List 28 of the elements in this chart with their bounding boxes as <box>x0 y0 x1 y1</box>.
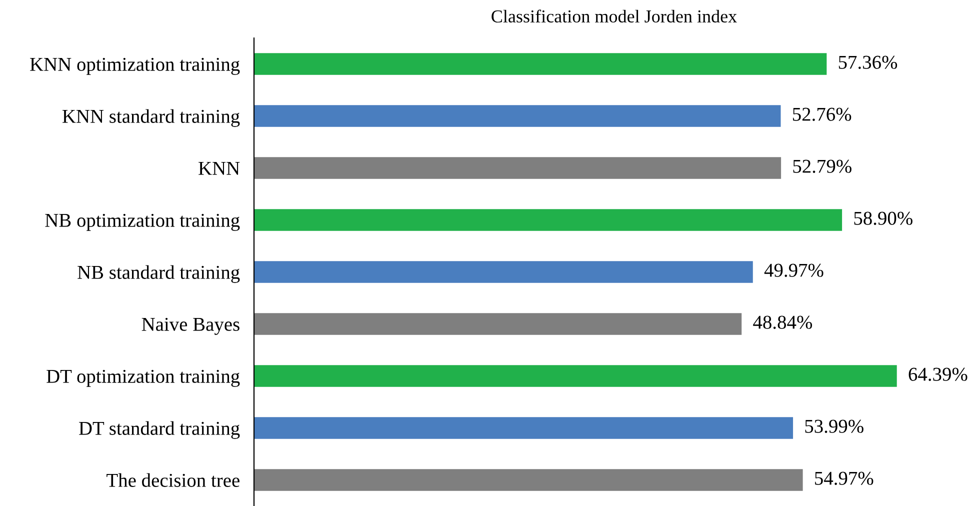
chart-title: Classification model Jorden index <box>492 10 737 23</box>
y-tick-label: DT standard training <box>79 421 240 439</box>
data-label: 48.84% <box>753 316 812 329</box>
y-tick-label: NB standard training <box>78 265 240 283</box>
bar <box>254 469 803 491</box>
bar <box>254 261 753 283</box>
data-label: 49.97% <box>764 264 824 277</box>
bar <box>254 365 897 387</box>
bar <box>254 105 781 127</box>
y-tick-label: KNN <box>198 162 240 175</box>
bar <box>254 417 794 439</box>
data-label: 58.90% <box>854 212 912 225</box>
bar <box>254 209 842 231</box>
data-label: 64.39% <box>908 368 968 381</box>
y-tick-label: Naive Bayes <box>142 318 240 335</box>
y-tick-label: NB optimization training <box>45 214 240 231</box>
data-label: 54.97% <box>815 472 874 485</box>
bar <box>254 53 827 75</box>
y-tick-label: KNN standard training <box>62 109 240 127</box>
bar <box>254 157 782 179</box>
data-label: 57.36% <box>838 56 898 69</box>
bar <box>254 313 742 335</box>
data-label: 52.79% <box>793 160 852 173</box>
data-label: 52.76% <box>792 108 852 121</box>
data-label: 53.99% <box>805 420 864 433</box>
y-tick-label: DT optimization training <box>46 370 240 387</box>
y-tick-label: KNN optimization training <box>30 58 240 75</box>
y-tick-label: The decision tree <box>106 473 240 487</box>
